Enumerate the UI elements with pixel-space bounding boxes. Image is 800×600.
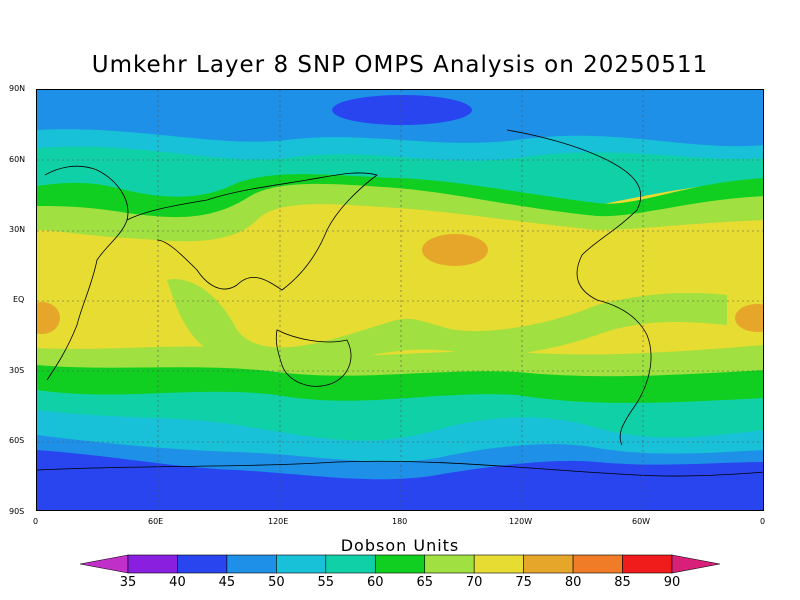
lon-label-120w: 120W <box>509 517 533 526</box>
band-80-atlantic-west <box>37 302 60 334</box>
grid-lines <box>37 90 763 510</box>
colorbar-tick-label: 90 <box>664 575 681 590</box>
lon-label-0-left: 0 <box>33 517 39 526</box>
lat-label-60s: 60S <box>9 436 25 445</box>
colorbar-swatch <box>473 554 524 574</box>
coastline-south-america <box>596 299 652 446</box>
map-title: Umkehr Layer 8 SNP OMPS Analysis on 2025… <box>91 52 709 78</box>
band-80-pacific <box>422 234 488 266</box>
ozone-map <box>36 89 764 511</box>
colorbar-tick-label: 35 <box>120 575 137 590</box>
colorbar-tick-label: 75 <box>515 575 532 590</box>
colorbar-swatch <box>622 554 673 574</box>
colorbar: 35 40 45 50 55 60 65 70 75 80 85 90 <box>79 554 721 590</box>
coastline-asia <box>126 172 378 291</box>
colorbar-tick-label: 40 <box>169 575 186 590</box>
colorbar-swatch <box>374 554 426 574</box>
colorbar-swatch <box>276 554 327 574</box>
colorbar-tick-label: 60 <box>367 575 384 590</box>
coastline-north-america <box>506 129 642 301</box>
colorbar-swatch <box>572 554 623 574</box>
colorbar-swatch <box>226 554 277 574</box>
band-60-north <box>37 146 763 205</box>
lon-label-60w: 60W <box>632 517 651 526</box>
colorbar-swatch <box>424 554 475 574</box>
colorbar-tick-label: 85 <box>614 575 631 590</box>
colorbar-tick-label: 45 <box>219 575 236 590</box>
colorbar-swatch <box>127 554 178 574</box>
coastline-antarctica <box>37 460 763 477</box>
colorbar-title: Dobson Units <box>340 536 460 555</box>
lon-label-120e: 120E <box>268 517 289 526</box>
colorbar-tick-label: 70 <box>466 575 483 590</box>
lon-label-60e: 60E <box>148 517 164 526</box>
lat-label-30n: 30N <box>9 225 26 234</box>
colorbar-arrow-high <box>671 554 721 574</box>
colorbar-arrow-low <box>79 554 129 574</box>
colorbar-tick-label: 55 <box>318 575 335 590</box>
lat-label-eq: EQ <box>13 295 25 304</box>
colorbar-swatch <box>523 554 574 574</box>
lat-label-60n: 60N <box>9 155 26 164</box>
coastline-africa-europe <box>44 165 129 381</box>
lon-label-0-right: 0 <box>760 517 766 526</box>
colorbar-tick-label: 50 <box>268 575 285 590</box>
lon-label-180: 180 <box>392 517 408 526</box>
band-45-arctic <box>332 95 472 125</box>
colorbar-tick-label: 65 <box>416 575 433 590</box>
colorbar-swatch <box>177 554 228 574</box>
colorbar-swatch <box>325 554 376 574</box>
coastline-australia <box>275 329 352 387</box>
lat-label-90n: 90N <box>9 84 26 93</box>
lat-label-90s: 90S <box>9 507 25 516</box>
band-45-antarctic <box>37 450 763 510</box>
band-80-atlantic-east <box>735 304 763 332</box>
ozone-map-svg <box>37 90 763 510</box>
coastlines <box>37 129 763 477</box>
band-65-north <box>37 174 763 220</box>
lat-label-30s: 30S <box>9 366 25 375</box>
band-70-north <box>37 183 763 242</box>
colorbar-tick-label: 80 <box>565 575 582 590</box>
